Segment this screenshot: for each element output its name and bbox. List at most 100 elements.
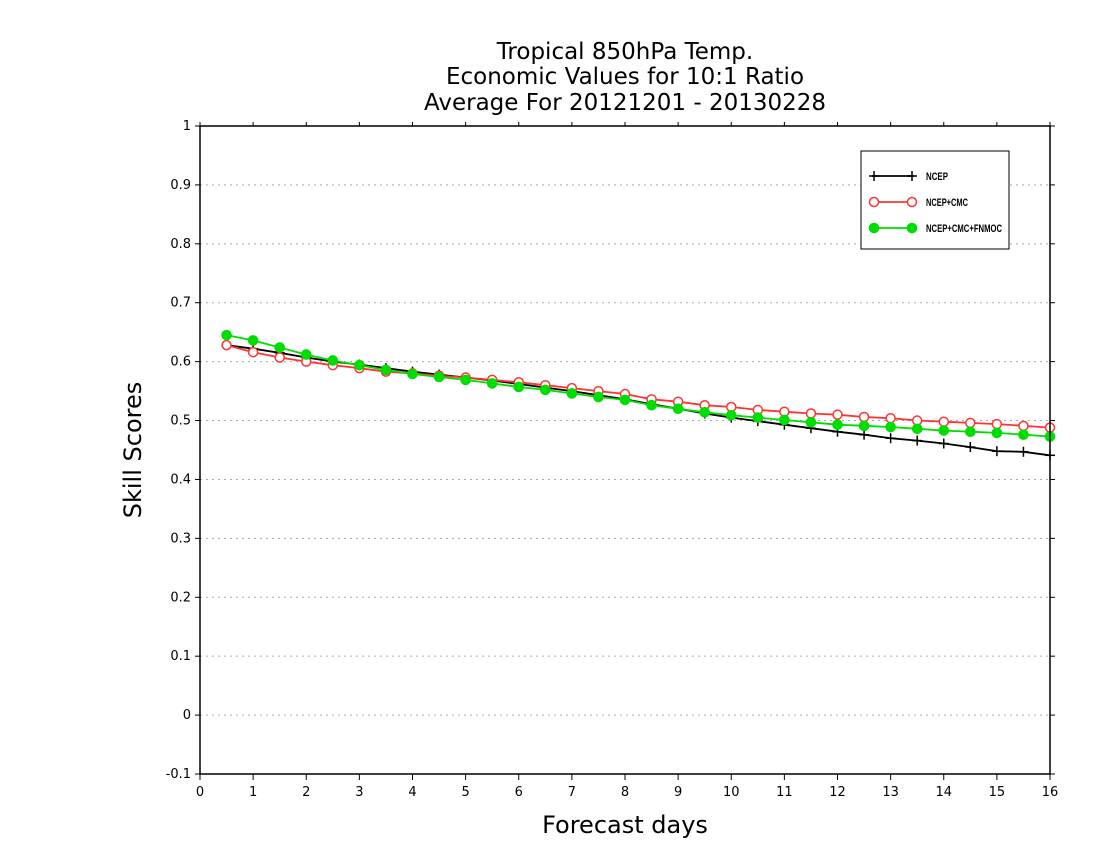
y-axis-ticks: 1 0.9 0.8 0.7 0.6 0.5 0.4 0.3 0.2 0.1 0 -0.1	[166, 119, 1055, 782]
data-point	[433, 371, 445, 383]
x-tick-label: 10	[723, 785, 740, 800]
data-point	[486, 378, 498, 389]
y-tick-label: 0.2	[170, 590, 191, 605]
data-point	[805, 408, 817, 419]
data-point	[274, 342, 285, 353]
legend-label: NCEP+CMC	[926, 197, 968, 209]
y-tick-label: 0.1	[170, 649, 191, 664]
legend-marker	[868, 196, 880, 208]
data-point	[247, 346, 259, 358]
y-tick-label: 0.7	[170, 296, 191, 311]
data-point	[646, 399, 657, 411]
x-tick-label: 7	[568, 785, 576, 800]
legend-marker	[906, 222, 918, 234]
data-point	[832, 409, 843, 420]
data-point	[911, 423, 923, 435]
data-point	[991, 418, 1003, 430]
data-point	[221, 339, 232, 351]
x-tick-label: 14	[935, 785, 952, 800]
chart-title: Tropical 850hPa Temp. Economic Values fo…	[424, 39, 826, 116]
chart-title-line-1: Tropical 850hPa Temp.	[496, 39, 753, 65]
y-tick-label: 0.6	[170, 355, 191, 370]
data-point	[699, 406, 710, 418]
data-point	[938, 438, 949, 449]
x-tick-label: 11	[776, 785, 793, 800]
chart-title-line-3: Average For 20121201 - 20130228	[424, 90, 826, 116]
data-point	[965, 417, 976, 429]
data-point	[965, 442, 976, 453]
series-0	[221, 340, 1055, 461]
data-point	[274, 352, 285, 363]
legend-marker	[906, 196, 918, 208]
x-tick-label: 16	[1042, 785, 1059, 800]
data-point	[513, 381, 525, 393]
chart-title-line-2: Economic Values for 10:1 Ratio	[446, 64, 804, 90]
data-point	[965, 426, 976, 438]
y-tick-label: 0.4	[170, 472, 191, 487]
x-tick-label: 6	[515, 785, 523, 800]
data-point	[991, 427, 1003, 439]
data-point	[407, 368, 418, 380]
legend-label: NCEP+CMC+FNMOC	[926, 223, 1002, 235]
legend-marker	[869, 171, 879, 181]
data-point	[380, 364, 392, 376]
data-point	[938, 425, 950, 436]
data-point	[859, 429, 870, 440]
data-point	[938, 416, 949, 427]
data-point	[991, 446, 1002, 457]
x-tick-label: 5	[461, 785, 469, 800]
data-point	[725, 409, 737, 421]
x-tick-label: 15	[989, 785, 1006, 800]
x-tick-label: 1	[249, 785, 257, 800]
data-point	[779, 414, 790, 426]
legend-marker	[907, 171, 917, 181]
legend-label: NCEP	[926, 171, 948, 183]
x-axis-ticks: 0 1 2 3 4 5 6 7 8 9 10 11 12 13 14 15 16	[196, 122, 1058, 800]
data-point	[1018, 420, 1029, 432]
data-point	[885, 421, 896, 433]
data-point	[1018, 429, 1029, 440]
series-layer	[221, 329, 1056, 461]
x-tick-label: 2	[302, 785, 310, 800]
data-point	[221, 329, 232, 341]
data-point	[593, 391, 604, 403]
data-point	[858, 420, 870, 432]
x-tick-label: 3	[355, 785, 363, 800]
data-point	[460, 374, 471, 386]
legend-marker	[868, 222, 880, 234]
data-point	[566, 388, 578, 399]
y-tick-label: 0.5	[170, 414, 191, 429]
series-1	[221, 339, 1056, 433]
x-tick-label: 12	[829, 785, 846, 800]
data-point	[540, 384, 551, 396]
data-point	[885, 412, 896, 424]
data-point	[912, 435, 923, 446]
data-point	[672, 403, 684, 415]
x-tick-label: 0	[196, 785, 204, 800]
y-axis-label: Skill Scores	[119, 382, 147, 519]
y-tick-label: 0	[183, 708, 191, 723]
x-tick-label: 13	[882, 785, 899, 800]
y-tick-label: -0.1	[166, 767, 191, 782]
x-tick-label: 9	[674, 785, 682, 800]
y-tick-label: 0.3	[170, 531, 191, 546]
x-tick-label: 8	[621, 785, 629, 800]
data-point	[752, 412, 764, 423]
x-axis-label: Forecast days	[542, 811, 708, 839]
series-line	[226, 344, 1051, 429]
data-point	[858, 411, 870, 423]
data-point	[832, 419, 843, 430]
data-point	[247, 335, 259, 346]
series-2	[221, 329, 1056, 442]
data-point	[885, 433, 896, 444]
y-tick-label: 0.9	[170, 178, 191, 193]
data-point	[805, 417, 817, 428]
data-point	[300, 349, 312, 360]
data-point	[327, 355, 339, 366]
grid-lines	[200, 184, 1050, 716]
legend: NCEP NCEP+CMC NCEP+CMC+FNMOC	[860, 150, 1010, 250]
legend-box	[860, 150, 1010, 250]
x-tick-label: 4	[408, 785, 416, 800]
data-point	[354, 359, 365, 371]
